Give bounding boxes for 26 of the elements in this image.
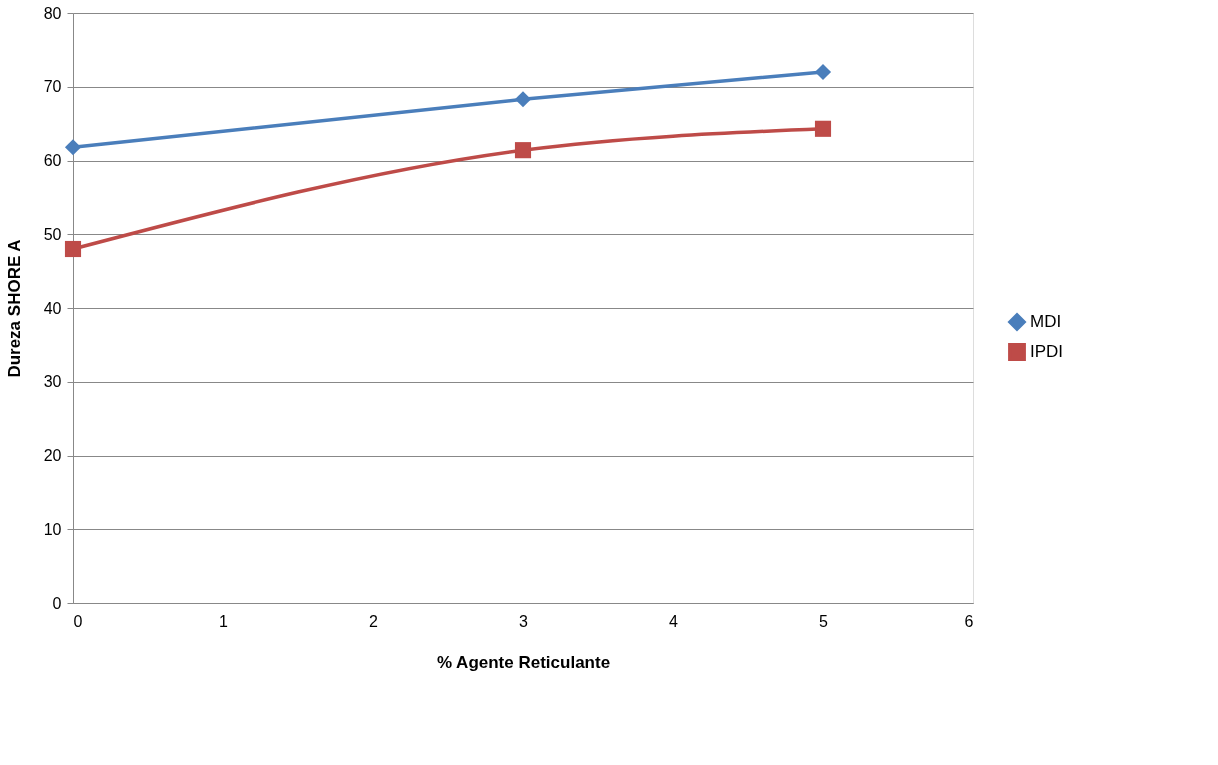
x-tick-label: 0 — [73, 612, 83, 630]
point — [64, 240, 82, 258]
y-tick-label: 80 — [43, 4, 62, 22]
legend-label: MDI — [1030, 312, 1062, 331]
x-tick-label: 3 — [519, 612, 529, 630]
point — [64, 139, 82, 156]
x-tick-label: 1 — [219, 612, 229, 630]
y-tick-label: 30 — [43, 373, 62, 391]
y-tick-label: 60 — [43, 152, 62, 169]
y-tick-label: 50 — [43, 225, 62, 243]
y-tick-label: 20 — [43, 447, 62, 464]
y-tick-label: 0 — [52, 594, 62, 612]
x-axis-title: % Agente Reticulante — [436, 652, 611, 672]
x-tick-label: 5 — [819, 612, 829, 630]
point — [814, 63, 832, 81]
x-tick-label: 2 — [369, 612, 379, 630]
point — [814, 120, 832, 137]
x-tick-label: 6 — [964, 612, 974, 630]
y-tick-label: 70 — [43, 78, 62, 96]
y-axis-title: Dureza SHORE A — [4, 239, 24, 378]
y-tick-label: 10 — [43, 520, 62, 538]
y-tick-label: 40 — [43, 299, 62, 317]
point — [514, 142, 532, 159]
point — [514, 91, 532, 108]
legend-label: IPDI — [1030, 342, 1064, 361]
x-tick-label: 4 — [669, 612, 679, 630]
